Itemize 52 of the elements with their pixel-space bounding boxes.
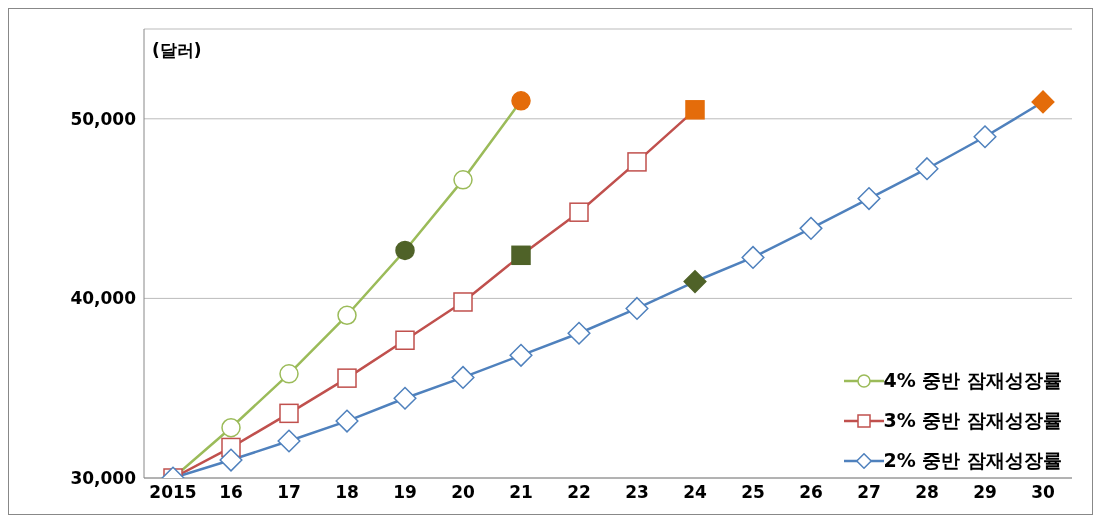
point [511, 245, 531, 266]
point [915, 157, 939, 181]
x-tick-label: 19 [393, 482, 417, 503]
point [511, 91, 531, 111]
x-tick-label: 16 [219, 482, 243, 503]
point [627, 152, 647, 172]
x-tick-label: 22 [567, 482, 591, 503]
x-tick-label: 18 [335, 482, 359, 503]
x-tick-label: 27 [857, 482, 881, 503]
point [741, 245, 765, 269]
point [393, 386, 417, 410]
point [395, 330, 415, 350]
point [453, 170, 473, 190]
y-tick-label: 50,000 [70, 108, 137, 129]
legend-label: 4% 중반 잠재성장률 [883, 368, 1062, 393]
point [453, 292, 473, 312]
y-axis-title: (달러) [152, 39, 202, 62]
x-tick-label: 17 [277, 482, 301, 503]
x-tick-label: 25 [741, 482, 765, 503]
legend-label: 2% 중반 잠재성장률 [883, 448, 1062, 473]
x-tick-label: 24 [683, 482, 707, 503]
x-tick-label: 23 [625, 482, 649, 503]
point [279, 403, 299, 424]
point [335, 409, 359, 433]
point [683, 269, 707, 294]
point [857, 186, 881, 211]
point [337, 305, 357, 326]
point [219, 448, 243, 472]
x-tick-label: 20 [451, 482, 475, 503]
x-tick-label: 28 [915, 482, 939, 503]
point [451, 365, 475, 389]
point [277, 429, 301, 453]
point [221, 417, 241, 438]
point [685, 100, 705, 120]
x-tick-label: 29 [973, 482, 997, 503]
point [509, 343, 533, 367]
legend-label: 3% 중반 잠재성장률 [883, 408, 1062, 433]
x-tick-label: 21 [509, 482, 533, 503]
point [625, 296, 649, 321]
point [799, 216, 823, 240]
x-tick-label: 30 [1031, 482, 1055, 503]
y-tick-label: 30,000 [70, 468, 137, 489]
point [395, 240, 415, 261]
point [1031, 90, 1055, 114]
point [279, 364, 299, 384]
x-tick-label: 26 [799, 482, 823, 503]
point [569, 202, 589, 222]
x-tick-label: 2015 [149, 482, 197, 503]
y-tick-label: 40,000 [70, 288, 137, 309]
point [337, 368, 357, 388]
point [567, 321, 591, 345]
point [973, 125, 997, 149]
